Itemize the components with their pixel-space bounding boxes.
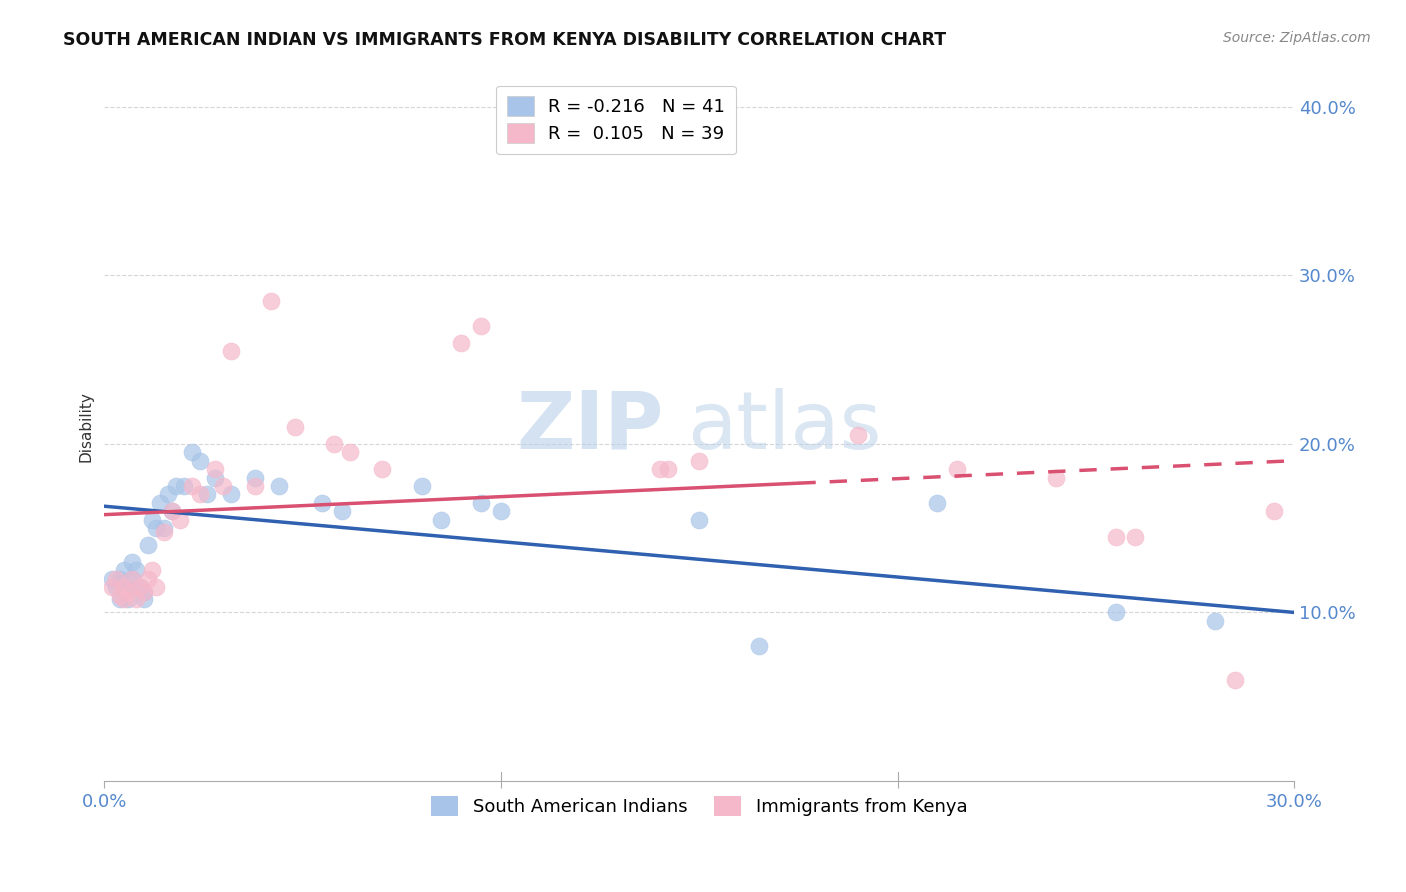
Point bbox=[121, 572, 143, 586]
Text: atlas: atlas bbox=[688, 388, 882, 466]
Text: SOUTH AMERICAN INDIAN VS IMMIGRANTS FROM KENYA DISABILITY CORRELATION CHART: SOUTH AMERICAN INDIAN VS IMMIGRANTS FROM… bbox=[63, 31, 946, 49]
Point bbox=[117, 585, 139, 599]
Point bbox=[105, 580, 128, 594]
Point bbox=[657, 462, 679, 476]
Point bbox=[188, 487, 211, 501]
Point bbox=[339, 445, 361, 459]
Point bbox=[219, 487, 242, 501]
Point bbox=[112, 591, 135, 606]
Point bbox=[1045, 470, 1067, 484]
Point bbox=[112, 563, 135, 577]
Point bbox=[1204, 614, 1226, 628]
Point bbox=[946, 462, 969, 476]
Point bbox=[125, 563, 148, 577]
Point bbox=[323, 437, 346, 451]
Point bbox=[105, 572, 128, 586]
Point bbox=[927, 496, 949, 510]
Point bbox=[180, 445, 202, 459]
Point bbox=[153, 524, 176, 539]
Point bbox=[311, 496, 333, 510]
Point bbox=[117, 591, 139, 606]
Point bbox=[371, 462, 394, 476]
Point bbox=[1125, 530, 1147, 544]
Point bbox=[132, 585, 155, 599]
Point bbox=[112, 583, 135, 598]
Point bbox=[489, 504, 512, 518]
Point bbox=[136, 572, 159, 586]
Point bbox=[136, 538, 159, 552]
Point bbox=[145, 580, 167, 594]
Point bbox=[180, 479, 202, 493]
Point bbox=[243, 479, 266, 493]
Point bbox=[129, 580, 152, 594]
Y-axis label: Disability: Disability bbox=[79, 392, 93, 462]
Point bbox=[121, 572, 143, 586]
Point bbox=[117, 580, 139, 594]
Point bbox=[141, 513, 163, 527]
Point bbox=[101, 572, 124, 586]
Point bbox=[243, 470, 266, 484]
Point bbox=[125, 591, 148, 606]
Point bbox=[149, 496, 172, 510]
Point bbox=[132, 585, 155, 599]
Point bbox=[1104, 606, 1126, 620]
Point bbox=[156, 487, 179, 501]
Point bbox=[129, 580, 152, 594]
Point bbox=[430, 513, 453, 527]
Point bbox=[110, 589, 132, 603]
Point bbox=[1104, 530, 1126, 544]
Point bbox=[330, 504, 353, 518]
Point bbox=[284, 420, 307, 434]
Point bbox=[173, 479, 195, 493]
Point bbox=[101, 580, 124, 594]
Point bbox=[688, 513, 710, 527]
Point bbox=[411, 479, 433, 493]
Legend: South American Indians, Immigrants from Kenya: South American Indians, Immigrants from … bbox=[422, 787, 977, 825]
Point bbox=[748, 639, 770, 653]
Point bbox=[145, 521, 167, 535]
Point bbox=[219, 344, 242, 359]
Point bbox=[141, 563, 163, 577]
Point bbox=[470, 318, 492, 333]
Point bbox=[153, 521, 176, 535]
Point bbox=[197, 487, 219, 501]
Point bbox=[470, 496, 492, 510]
Point bbox=[648, 462, 671, 476]
Point bbox=[1263, 504, 1285, 518]
Point bbox=[1223, 673, 1246, 687]
Point bbox=[212, 479, 235, 493]
Point bbox=[688, 453, 710, 467]
Text: Source: ZipAtlas.com: Source: ZipAtlas.com bbox=[1223, 31, 1371, 45]
Text: ZIP: ZIP bbox=[516, 388, 664, 466]
Point bbox=[112, 580, 135, 594]
Point bbox=[165, 479, 187, 493]
Point bbox=[110, 572, 132, 586]
Point bbox=[121, 555, 143, 569]
Point bbox=[846, 428, 869, 442]
Point bbox=[204, 462, 226, 476]
Point bbox=[260, 293, 283, 308]
Point bbox=[132, 591, 155, 606]
Point bbox=[110, 591, 132, 606]
Point bbox=[204, 470, 226, 484]
Point bbox=[267, 479, 290, 493]
Point bbox=[450, 335, 472, 350]
Point bbox=[160, 504, 183, 518]
Point bbox=[169, 513, 191, 527]
Point bbox=[160, 504, 183, 518]
Point bbox=[188, 453, 211, 467]
